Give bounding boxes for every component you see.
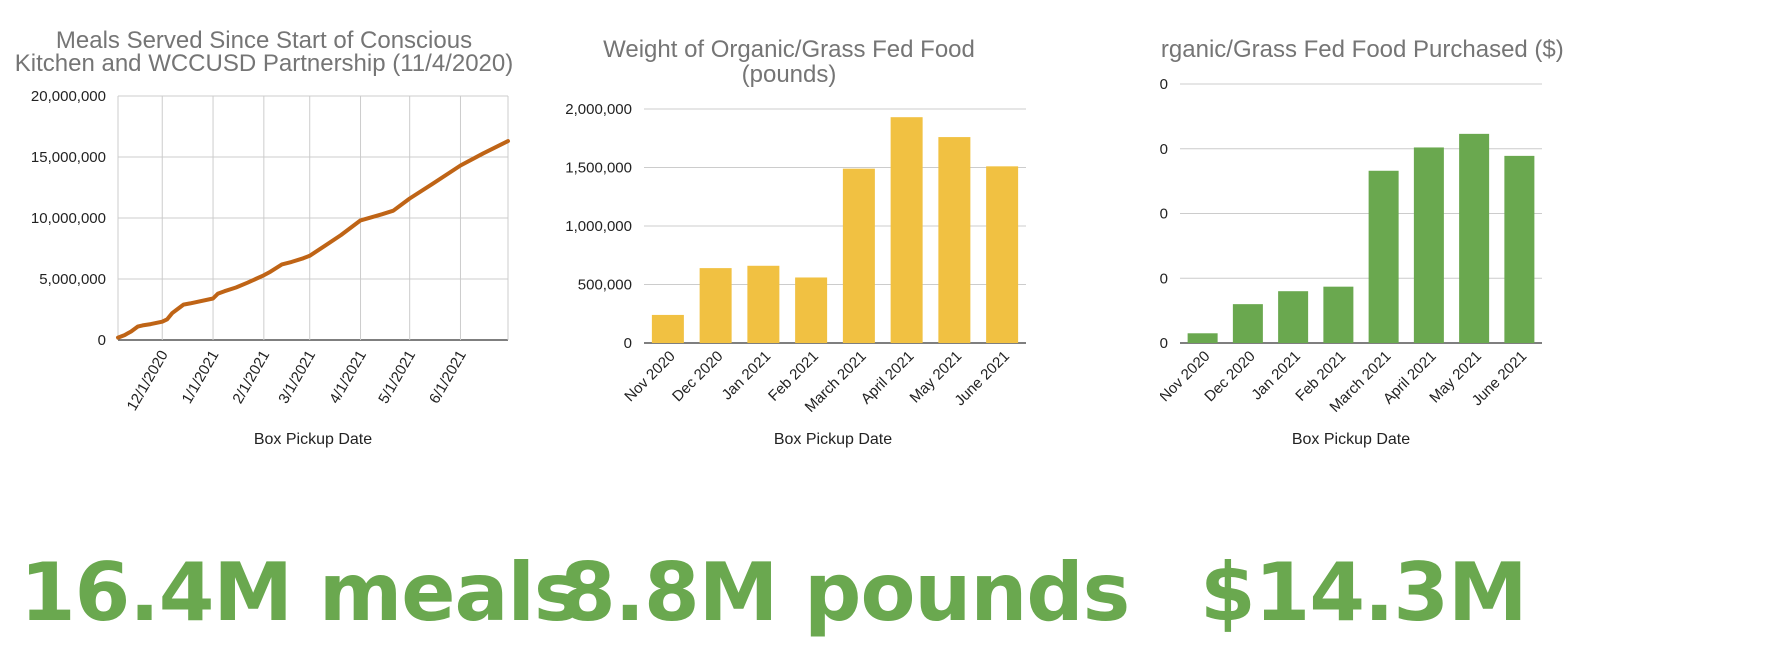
bar-dec-2020	[1232, 304, 1263, 343]
x-axis-label: Box Pickup Date	[254, 431, 372, 448]
y-tick-label: $1,000,000	[1160, 270, 1168, 287]
food-weight-chart: Weight of Organic/Grass Fed Food (pounds…	[560, 0, 1160, 470]
food-purchased-chart: Organic/Grass Fed Food Purchased ($) Box…	[1160, 0, 1776, 470]
y-tick-label: $2,000,000	[1160, 206, 1168, 223]
bar-may-2021	[1459, 133, 1490, 343]
y-tick-label: 15,000,000	[31, 149, 106, 166]
pounds-total-stat: 8.8M pounds	[560, 546, 1130, 639]
chart-title: Organic/Grass Fed Food Purchased ($)	[1160, 36, 1564, 63]
dollars-total-stat: $14.3M	[1200, 546, 1528, 639]
y-tick-label: 0	[624, 335, 632, 352]
y-tick-label: 20,000,000	[31, 88, 106, 105]
y-tick-label: $3,000,000	[1160, 141, 1168, 158]
y-tick-label: 10,000,000	[31, 210, 106, 227]
x-tick-label: 2/1/2021	[229, 348, 273, 407]
y-tick-label: 1,000,000	[565, 218, 632, 235]
food-purchased-chart-svg: Organic/Grass Fed Food Purchased ($) Box…	[1160, 36, 1564, 448]
x-tick-label: Jan 2021	[719, 348, 775, 404]
bar-dec-2020	[699, 268, 732, 343]
bar-jan-2021	[1278, 291, 1309, 343]
x-tick-label: Nov 2020	[621, 348, 678, 405]
bar-april-2021	[1413, 147, 1444, 343]
bar-may-2021	[938, 137, 971, 343]
meals-served-chart-svg: Meals Served Since Start of Conscious Ki…	[15, 27, 513, 448]
chart-title-line-1: Meals Served Since Start of Conscious	[56, 27, 472, 54]
bar-nov-2020	[1187, 333, 1218, 343]
y-tick-label: 5,000,000	[39, 271, 106, 288]
chart-title-line-2: (pounds)	[742, 61, 837, 88]
y-tick-label: 0	[98, 332, 106, 349]
x-tick-label: 1/1/2021	[179, 348, 223, 407]
x-tick-label: 12/1/2020	[124, 348, 172, 414]
y-tick-label: $0	[1160, 335, 1168, 352]
x-tick-label: 5/1/2021	[375, 348, 419, 407]
chart-title-line-2: Kitchen and WCCUSD Partnership (11/4/202…	[15, 50, 513, 77]
meals-served-chart: Meals Served Since Start of Conscious Ki…	[0, 0, 560, 470]
y-tick-label: 1,500,000	[565, 160, 632, 177]
y-tick-label: 2,000,000	[565, 101, 632, 118]
y-tick-label: 500,000	[578, 277, 632, 294]
x-axis-label: Box Pickup Date	[1292, 431, 1410, 448]
x-tick-label: 3/1/2021	[275, 348, 319, 407]
x-tick-label: 6/1/2021	[426, 348, 470, 407]
bar-feb-2021	[1323, 286, 1354, 343]
food-weight-chart-svg: Weight of Organic/Grass Fed Food (pounds…	[565, 36, 1026, 448]
bar-nov-2020	[651, 314, 684, 343]
bar-march-2021	[1368, 170, 1399, 343]
meals-series-line	[116, 139, 510, 340]
meals-total-stat: 16.4M meals	[20, 546, 581, 639]
bar-jan-2021	[747, 265, 780, 343]
x-axis-label: Box Pickup Date	[774, 431, 892, 448]
bar-april-2021	[890, 117, 923, 343]
bar-feb-2021	[795, 277, 828, 343]
bar-june-2021	[1504, 155, 1535, 343]
bar-june-2021	[986, 166, 1019, 343]
bar-march-2021	[842, 168, 875, 343]
x-tick-label: Dec 2020	[669, 348, 726, 405]
x-tick-label: 4/1/2021	[326, 348, 370, 407]
y-tick-label: $4,000,000	[1160, 76, 1168, 93]
chart-title-line-1: Weight of Organic/Grass Fed Food	[603, 36, 975, 63]
